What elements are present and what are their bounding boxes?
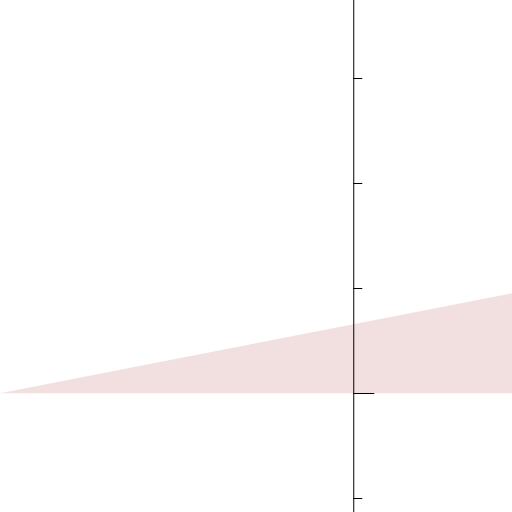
area xyxy=(0,293,512,394)
